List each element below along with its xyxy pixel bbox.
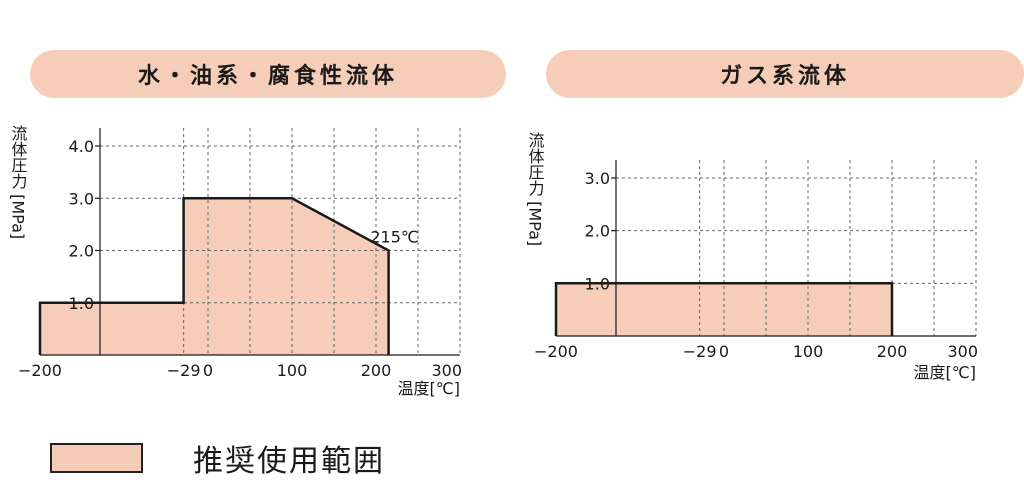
y-tick-label: 1.0 — [585, 274, 610, 293]
y-tick-label: 2.0 — [69, 242, 94, 261]
chart-title-liquid: 水・油系・腐食性流体 — [30, 50, 506, 98]
y-tick-label: 4.0 — [69, 137, 94, 156]
x-tick-label: −29 — [683, 342, 717, 361]
chart-1: 1.0 2.0 3.0 −200 −29 0 100 200 300 温度[℃] 流体圧力 [MPa… — [526, 132, 979, 382]
y-tick-label: 2.0 — [585, 222, 610, 241]
legend-label: 推奨使用範囲 — [193, 444, 385, 479]
x-tick-label: −200 — [534, 342, 578, 361]
legend-swatch — [50, 443, 143, 473]
recommended-region-outline — [38, 197, 390, 355]
y-axis-label: 流体圧力 [MPa] — [526, 132, 545, 246]
x-axis-label: 温度[℃] — [398, 379, 460, 398]
x-tick-label: 0 — [719, 342, 729, 361]
x-tick-label: 100 — [793, 342, 824, 361]
x-tick-label: 200 — [361, 361, 392, 380]
x-tick-label: 300 — [431, 361, 462, 380]
x-tick-label: 200 — [877, 342, 908, 361]
x-tick-label: 100 — [277, 361, 308, 380]
annotation-label: 215℃ — [370, 228, 419, 247]
x-axis-label: 温度[℃] — [914, 363, 976, 382]
y-tick-label: 3.0 — [69, 189, 94, 208]
legend: 推奨使用範囲 — [50, 436, 385, 480]
x-tick-label: 0 — [203, 361, 213, 380]
chart-title-gas: ガス系流体 — [546, 50, 1024, 98]
y-axis-label: 流体圧力 [MPa] — [9, 125, 28, 239]
x-tick-label: −29 — [167, 361, 201, 380]
recommended-region-fill — [40, 198, 389, 355]
x-tick-label: −200 — [18, 361, 62, 380]
recommended-region-outline — [554, 282, 894, 336]
y-tick-label: 3.0 — [585, 169, 610, 188]
x-tick-label: 300 — [947, 342, 978, 361]
y-tick-label: 1.0 — [69, 294, 94, 313]
